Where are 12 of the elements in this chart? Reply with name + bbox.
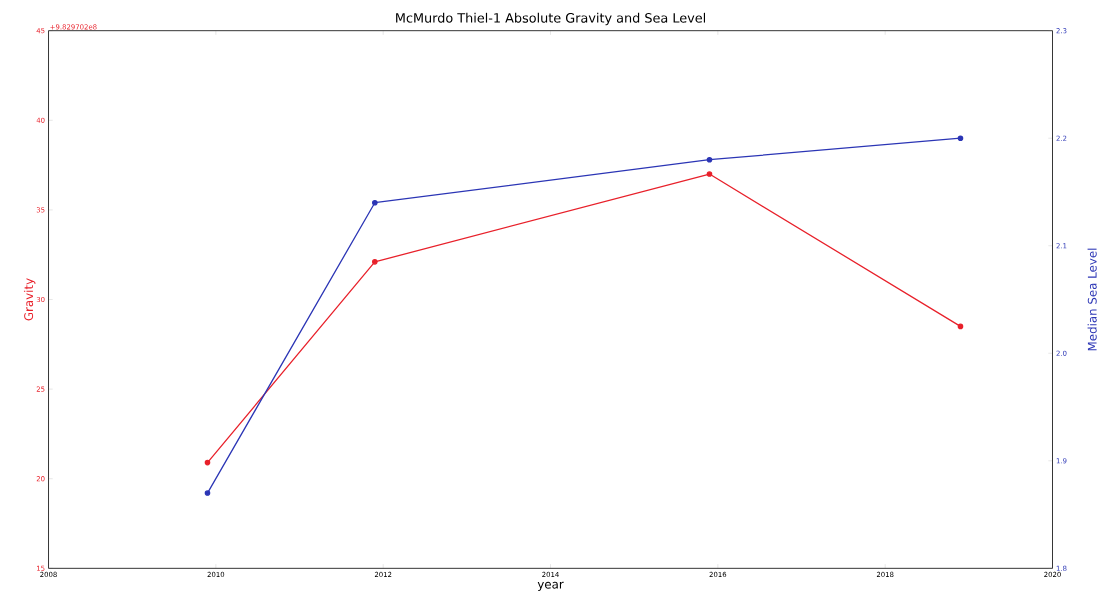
point bbox=[204, 490, 211, 496]
point bbox=[706, 156, 713, 163]
point bbox=[706, 171, 713, 177]
point bbox=[957, 135, 964, 142]
y2-axis-title: Median Sea Level bbox=[1087, 248, 1097, 351]
point bbox=[372, 259, 378, 265]
y-axis-title: Gravity bbox=[23, 278, 36, 321]
point bbox=[204, 459, 211, 466]
point bbox=[372, 199, 378, 206]
x-axis-title: year bbox=[537, 581, 564, 591]
chart-title: McMurdo Thiel-1 Absolute Gravity and Sea Level bbox=[396, 12, 706, 26]
point bbox=[957, 323, 964, 330]
